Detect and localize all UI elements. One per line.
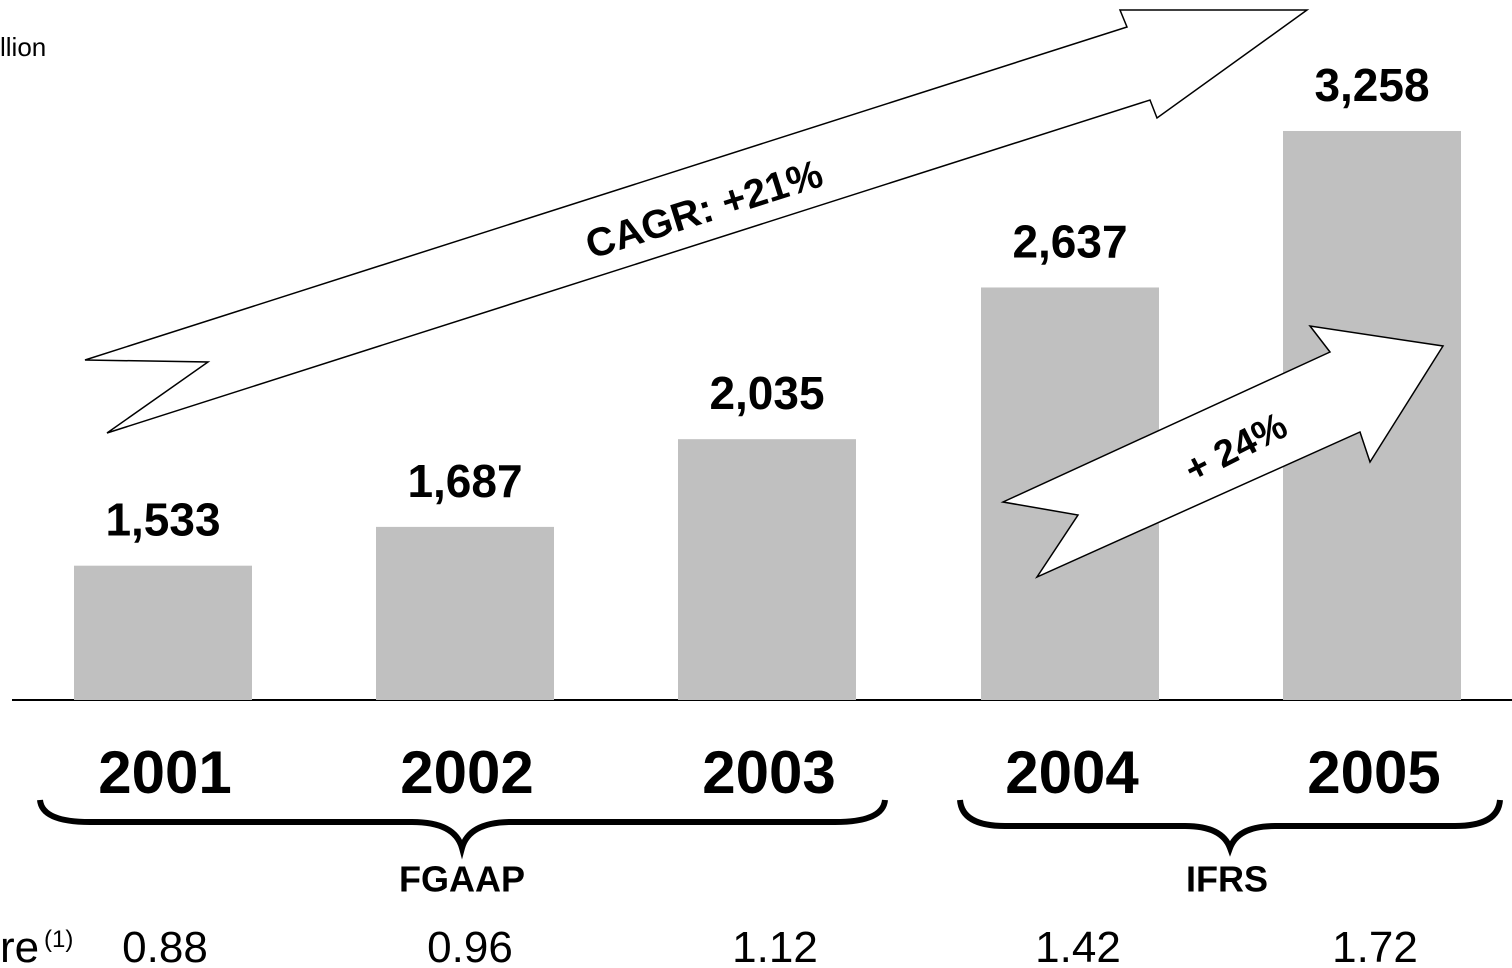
group-label: IFRS <box>1186 859 1268 900</box>
brace-fgaap <box>37 799 888 860</box>
bar <box>74 565 252 700</box>
row-label: re <box>0 923 39 968</box>
value-label: 3,258 <box>1314 59 1429 111</box>
unit-label: llion <box>0 32 46 62</box>
row-value: 1.42 <box>1035 923 1121 968</box>
bar <box>678 439 856 700</box>
cagr-arrow <box>84 9 1310 434</box>
row-value: 0.96 <box>427 923 513 968</box>
row-value: 1.72 <box>1332 923 1418 968</box>
row-value: 1.12 <box>732 923 818 968</box>
x-tick-label: 2004 <box>1005 739 1139 806</box>
value-label: 2,035 <box>709 367 824 419</box>
x-tick-label: 2003 <box>702 739 835 806</box>
value-label: 1,533 <box>105 494 220 546</box>
x-tick-label: 2005 <box>1307 739 1440 806</box>
row-note: (1) <box>44 926 73 953</box>
brace-ifrs <box>957 799 1503 857</box>
bar <box>376 526 554 700</box>
x-tick-label: 2002 <box>400 739 533 806</box>
growth-arrow <box>1000 324 1445 579</box>
x-tick-label: 2001 <box>98 739 231 806</box>
value-label: 1,687 <box>407 455 522 507</box>
value-label: 2,637 <box>1012 215 1127 267</box>
group-label: FGAAP <box>399 859 525 900</box>
row-value: 0.88 <box>122 923 208 968</box>
